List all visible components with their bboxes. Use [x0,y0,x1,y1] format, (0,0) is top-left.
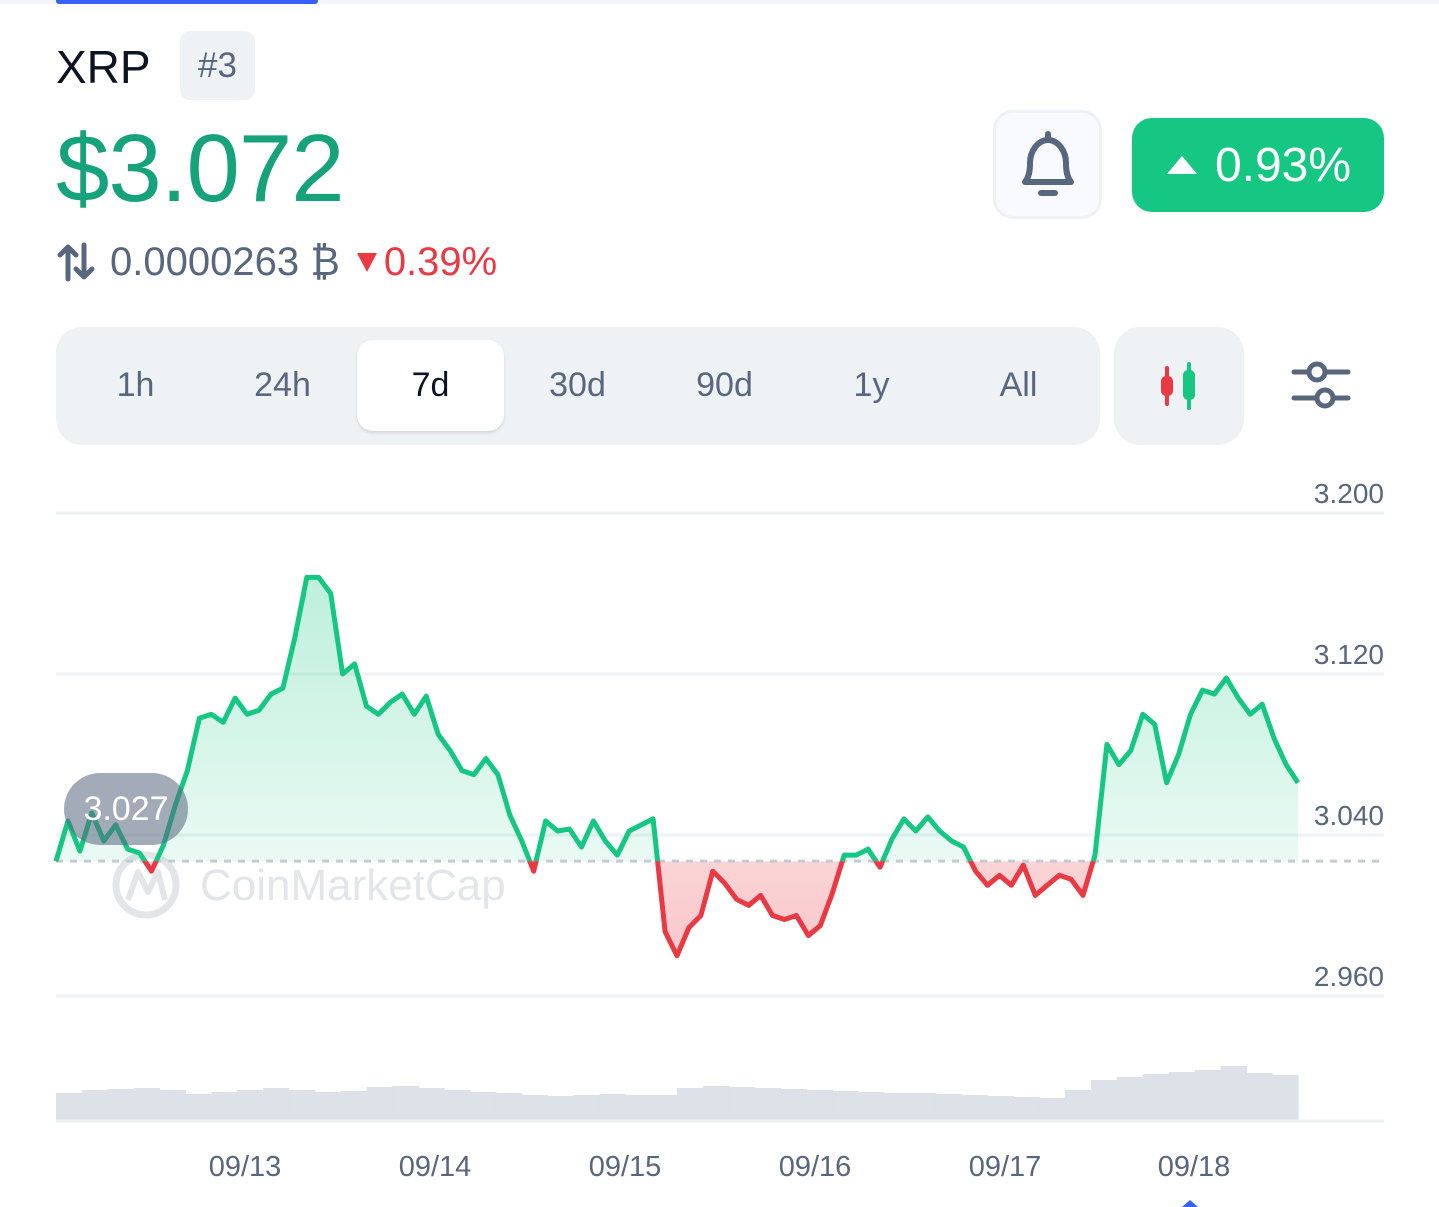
volume-bar [935,1094,963,1120]
volume-bar [1246,1073,1273,1120]
volume-bar [1168,1072,1196,1120]
x-tick-label: 09/16 [779,1151,852,1183]
volume-bar [1039,1098,1066,1120]
candlestick-toggle-button[interactable] [1114,327,1244,445]
volume-bar [884,1093,911,1120]
up-triangle-icon [1166,156,1197,174]
active-page-tab-indicator[interactable] [56,0,318,4]
volume-bar [237,1090,264,1120]
time-range-selector: 1h 24h 7d 30d 90d 1y All [56,327,1100,445]
price-chart[interactable]: 3.200 3.120 3.040 2.960 CoinMarketCap 3.027 09… [0,460,1439,1207]
baseline-label: 3.027 [64,773,188,845]
chart-settings-button[interactable] [1272,340,1370,432]
watermark: CoinMarketCap [112,851,506,919]
volume-bar [832,1091,859,1120]
y-tick-label: 3.040 [1314,800,1384,831]
volume-bar [987,1096,1014,1120]
x-tick-label: 09/18 [1158,1151,1231,1183]
volume-bar [211,1092,238,1120]
volume-bar [651,1095,678,1120]
coin-name: XRP [56,41,151,93]
volume-bar [625,1095,652,1120]
y-tick-label: 3.200 [1314,478,1384,509]
volume-bar [392,1086,419,1120]
volume-bar [107,1089,135,1120]
volume-bar [444,1090,471,1120]
x-tick-label: 09/17 [969,1151,1042,1183]
watermark-text: CoinMarketCap [200,861,506,910]
volume-bar [806,1090,833,1120]
volume-bar [81,1090,109,1120]
y-tick-label: 3.120 [1314,639,1384,670]
volume-bar [702,1086,730,1120]
price-change-value: 0.93% [1214,138,1352,192]
btc-price: 0.0000263 ₿ [110,239,340,284]
price-change-badge: 0.93% [1132,118,1384,212]
volume-bar [728,1087,756,1120]
volume-bar [521,1095,549,1120]
sliders-icon [1291,361,1351,409]
range-tab-7d[interactable]: 7d [357,340,504,431]
price-alert-button[interactable] [993,110,1102,219]
range-tab-24h[interactable]: 24h [254,366,311,404]
range-tab-1y[interactable]: 1y [853,366,890,404]
volume-bar [547,1096,575,1120]
volume-bar [366,1087,393,1120]
down-triangle-icon [356,253,377,272]
volume-bar [340,1091,368,1120]
coin-price: $3.072 [56,115,345,222]
volume-bar [495,1093,523,1120]
volume-bar [159,1090,186,1120]
top-strip [0,0,1439,4]
volume-bar [1116,1077,1144,1120]
volume-bar [1272,1075,1299,1120]
range-tab-90d[interactable]: 90d [696,366,753,404]
btc-change: 0.39% [383,239,498,284]
rank-badge: #3 [180,31,255,100]
volume-bar [858,1092,885,1120]
volume-bar [133,1088,161,1120]
volume-bar [314,1092,342,1120]
bell-icon [1021,130,1074,196]
volume-bar [1220,1066,1247,1120]
volume-bar [599,1094,626,1120]
range-tab-30d[interactable]: 30d [549,366,606,404]
volume-bar [961,1095,989,1120]
volume-bar [56,1093,83,1120]
range-tab-all[interactable]: All [999,366,1038,404]
volume-bar [263,1088,290,1120]
x-tick-label: 09/15 [589,1151,662,1183]
volume-bar [909,1093,937,1120]
range-tab-1h[interactable]: 1h [116,366,155,404]
volume-bar [288,1090,316,1120]
volume-bar [1091,1080,1118,1120]
volume-bar [185,1094,212,1120]
volume-bar [1065,1090,1092,1120]
price-line-down [55,861,1096,959]
y-tick-label: 2.960 [1314,961,1384,992]
swap-arrows-icon[interactable] [56,241,96,283]
volume-bar [1013,1097,1040,1120]
coinmarketcap-logo-icon [112,851,180,919]
volume-bar [780,1089,807,1120]
volume-bar [754,1088,782,1120]
volume-bar [470,1092,497,1120]
x-tick-label: 09/13 [209,1151,282,1183]
price-line-up [53,574,1301,862]
volume-bar [573,1095,600,1120]
price-area-up [56,577,1298,862]
volume-bar [677,1088,704,1120]
candlestick-icon [1161,362,1195,410]
volume-bar [1194,1070,1221,1120]
scroll-marker-icon [1182,1200,1198,1207]
volume-bar [1142,1074,1170,1120]
btc-price-row: 0.0000263 ₿ 0.39% [56,236,497,288]
svg-text:3.027: 3.027 [83,790,168,828]
x-tick-label: 09/14 [399,1151,472,1183]
volume-bar [418,1088,445,1120]
